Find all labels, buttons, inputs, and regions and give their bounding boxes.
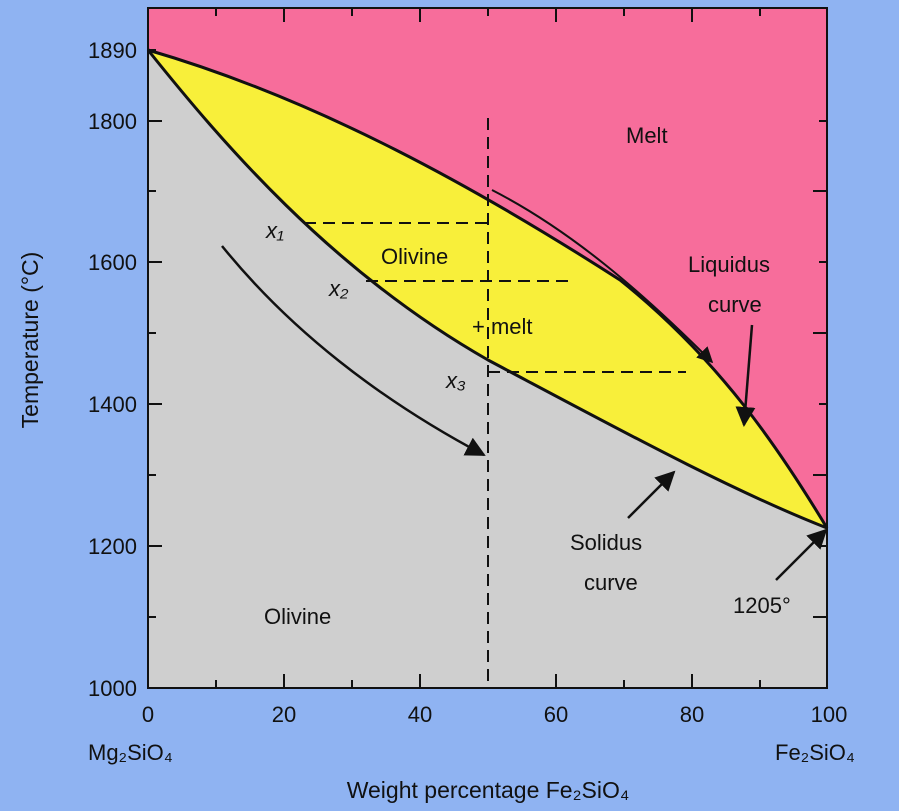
- liquidus-label-1: Liquidus: [688, 252, 770, 277]
- melt-label: Melt: [626, 123, 668, 148]
- point-x1-label: x₁: [265, 218, 284, 243]
- olivine-label: Olivine: [264, 604, 331, 629]
- x-tick-0: 0: [142, 702, 154, 727]
- solidus-curve: [146, 49, 828, 530]
- y-tick-1200: 1200: [88, 534, 137, 559]
- x-tick-100: 100: [811, 702, 848, 727]
- x-tick-20: 20: [272, 702, 296, 727]
- solidus-label-1: Solidus: [570, 530, 642, 555]
- point-x3-label: x₃: [445, 368, 466, 393]
- solid-cooling-arrow: [221, 245, 486, 457]
- solidus-pointer-arrow: [627, 470, 676, 519]
- tie-lines: [304, 118, 686, 688]
- point-x2-label: x₂: [328, 276, 349, 301]
- x-axis-ticks: [215, 8, 761, 688]
- liquidus-label-2: curve: [708, 292, 762, 317]
- solidus-label-2: curve: [584, 570, 638, 595]
- y-tick-1400: 1400: [88, 392, 137, 417]
- olivine-melt-label-1: Olivine: [381, 244, 448, 269]
- olivine-melt-label-2: + melt: [472, 314, 533, 339]
- y-axis-ticks: [148, 49, 827, 689]
- liquidus-curve: [147, 48, 829, 529]
- eutectic-pointer-arrow: [775, 528, 828, 581]
- x-axis-title: Weight percentage Fe₂SiO₄: [347, 777, 630, 803]
- x-tick-60: 60: [544, 702, 568, 727]
- eutectic-label: 1205°: [733, 593, 791, 618]
- liquidus-pointer-arrow: [735, 324, 756, 427]
- y-tick-1890: 1890: [88, 38, 137, 63]
- y-axis-title: Temperature (°C): [17, 252, 43, 429]
- melt-path-arrow: [491, 189, 714, 364]
- x-tick-40: 40: [408, 702, 432, 727]
- x-tick-80: 80: [680, 702, 704, 727]
- y-tick-1800: 1800: [88, 109, 137, 134]
- right-endmember-label: Fe₂SiO₄: [775, 740, 855, 765]
- y-tick-1000: 1000: [88, 676, 137, 701]
- y-tick-1600: 1600: [88, 250, 137, 275]
- left-endmember-label: Mg₂SiO₄: [88, 740, 173, 765]
